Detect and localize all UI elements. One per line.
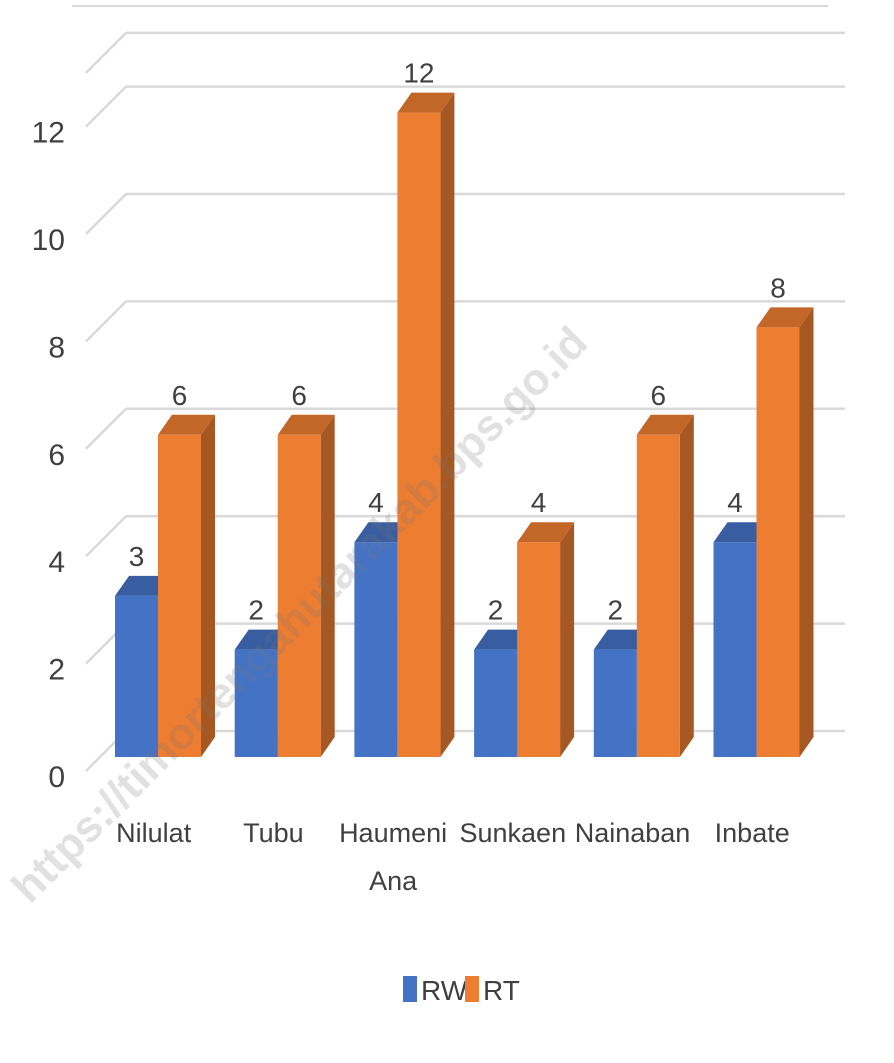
data-label: 12 [403, 58, 434, 89]
bar-RT-side [679, 414, 694, 757]
bar-RT-side [560, 522, 575, 757]
y-tick-label: 12 [32, 117, 65, 150]
data-label: 2 [488, 595, 504, 626]
bar-RW [354, 542, 398, 757]
y-tick-label: 10 [32, 224, 65, 257]
gridline-depth [85, 193, 127, 235]
bar-RW-top [354, 522, 412, 543]
category-label: Haumeni [339, 818, 447, 848]
gridline-depth [85, 407, 127, 450]
bar-RW-top [474, 629, 532, 650]
category-label: Nainaban [575, 818, 691, 848]
data-label: 3 [129, 541, 145, 572]
y-tick-label: 6 [48, 439, 65, 472]
bar-RW [593, 649, 637, 757]
data-label: 6 [651, 380, 667, 411]
bar-RT [517, 542, 561, 757]
data-label: 2 [608, 595, 624, 626]
data-label: 6 [291, 380, 307, 411]
legend-label: RT [483, 975, 520, 1006]
gridline-depth [85, 300, 127, 343]
bar-RW-top [234, 629, 292, 650]
bar-RT-side [320, 414, 335, 757]
category-label: Inbate [715, 818, 790, 848]
data-label: 6 [172, 380, 188, 411]
category-label: Nilulat [116, 818, 192, 848]
bar-RT-side [201, 414, 215, 757]
data-label: 4 [368, 487, 384, 518]
bar-RT-top [636, 414, 694, 435]
data-label: 2 [248, 595, 264, 626]
bar-RT [756, 327, 800, 757]
data-label: 8 [770, 272, 786, 303]
y-tick-label: 2 [48, 654, 65, 687]
data-label: 4 [727, 487, 743, 518]
bar-RW [115, 595, 158, 757]
bar-RT-side [799, 307, 814, 757]
legend-swatch-RT [465, 976, 479, 1002]
category-label: Sunkaen [460, 818, 567, 848]
bar-RT [636, 434, 680, 757]
bar-RT-top [277, 414, 335, 435]
bar-RT-top [517, 522, 575, 543]
bar-RT-top [397, 92, 455, 113]
bar-RW-top [713, 522, 771, 543]
category-label: Ana [369, 866, 418, 896]
y-tick-label: 0 [48, 761, 65, 794]
bar-RW [234, 649, 278, 757]
x-axis-categories: Nilulat Tubu Haumeni Ana Sunkaen Nainaban Inba… [116, 818, 790, 896]
y-tick-label: 8 [48, 331, 65, 364]
gridline-depth [85, 32, 127, 74]
bar-RT-side [440, 92, 455, 758]
bar-RW [474, 649, 518, 757]
data-labels: 3 6 2 6 4 12 2 4 2 6 4 8 [129, 58, 786, 626]
data-label: 4 [531, 487, 547, 518]
bar-RT [397, 112, 441, 758]
bar-RW [713, 542, 757, 757]
bar-RT-top [756, 307, 814, 328]
gridline-depth [85, 85, 127, 128]
bars [115, 92, 814, 758]
bar-RW-top [115, 575, 172, 596]
top-border-line [72, 5, 828, 7]
legend-swatch-RW [403, 976, 417, 1002]
gridline-depth [85, 515, 127, 558]
legend: RW RT [403, 975, 520, 1006]
y-tick-label: 4 [48, 546, 65, 579]
bar-RT-top [158, 414, 215, 435]
bar-RT [277, 434, 321, 757]
category-label: Tubu [243, 818, 304, 848]
bar-RT [158, 434, 201, 757]
legend-label: RW [421, 975, 468, 1006]
y-axis-ticks: 0 2 4 6 8 10 12 [32, 117, 65, 794]
bar-RW-top [593, 629, 651, 650]
